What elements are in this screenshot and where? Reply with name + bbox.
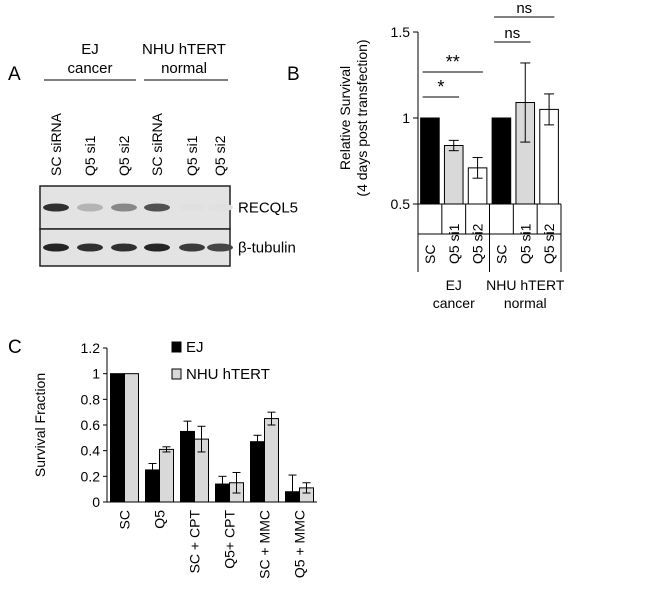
blot-protein-label: RECQL5 (238, 200, 298, 217)
y-tick-label: 1.2 (81, 340, 101, 356)
x-category-label: Q5 si1 (446, 223, 462, 264)
blot-band (111, 243, 137, 252)
bar (264, 418, 279, 503)
blot-group-label: NHU hTERT (142, 41, 226, 58)
blot-band (111, 203, 137, 212)
significance-label: ns (504, 25, 520, 42)
blot-protein-label: β-tubulin (238, 240, 296, 257)
legend-label: NHU hTERT (186, 366, 270, 383)
y-tick-label: 1 (92, 366, 100, 382)
blot-group-label: normal (161, 60, 207, 77)
x-category-label: Q5 si2 (470, 223, 486, 264)
blot-lane-label: Q5 si1 (184, 135, 200, 176)
y-tick-label: 0 (92, 494, 100, 510)
x-category-label: SC (117, 510, 133, 529)
x-category-label: SC + MMC (257, 510, 273, 579)
blot-band (144, 243, 170, 252)
x-group-label: normal (504, 295, 547, 311)
y-axis-label: Survival Fraction (32, 373, 48, 477)
blot-group-label: EJ (81, 41, 99, 58)
bar (443, 145, 464, 205)
x-group-label: EJ (446, 277, 462, 293)
bar (124, 373, 139, 503)
relative-survival-chart: 0.5 1 1.5 Relative Survival (4 days post tra… (337, 0, 565, 311)
blot-band (179, 203, 205, 212)
y-tick-label: 0.8 (81, 391, 101, 407)
x-group-label: cancer (433, 295, 475, 311)
legend-swatch (171, 341, 182, 353)
survival-fraction-chart: 0 0.2 0.4 0.6 0.8 1 1.2 Survival Fraction SC Q5 SC… (32, 339, 317, 579)
x-category-label: Q5 si2 (541, 223, 557, 264)
blot-band (179, 243, 205, 252)
blot-lane-label: SC siRNA (48, 112, 64, 176)
y-tick-label: 0.4 (81, 443, 101, 459)
bar (250, 441, 265, 503)
y-axis-label: Relative Survival (337, 66, 353, 170)
legend-swatch (171, 368, 182, 380)
y-tick-label: 0.2 (81, 468, 101, 484)
western-blot-panel: EJ cancer NHU hTERT normal SC siRNA Q5 si1 Q5 … (39, 41, 298, 267)
x-category-label: Q5 + MMC (292, 510, 308, 578)
blot-band (207, 243, 233, 252)
bar (110, 373, 125, 503)
significance-label: * (437, 77, 444, 97)
bar (159, 448, 174, 503)
y-tick-label: 1.5 (391, 24, 411, 40)
panel-label-c: C (8, 337, 22, 358)
x-category-label: SC (422, 245, 438, 264)
y-tick-label: 0.5 (391, 196, 411, 212)
x-group-label: NHU hTERT (486, 277, 565, 293)
blot-band (43, 203, 69, 212)
blot-lane-label: Q5 si1 (82, 135, 98, 176)
x-category-label: SC (493, 245, 509, 264)
x-category-label: SC + CPT (187, 510, 203, 574)
blot-lane-label: Q5 si2 (212, 135, 228, 176)
blot-band (207, 203, 233, 212)
x-category-label: Q5+ CPT (222, 510, 238, 569)
blot-lane-label: SC siRNA (149, 112, 165, 176)
bar (420, 117, 440, 205)
legend-label: EJ (186, 339, 204, 356)
x-category-label: Q5 (152, 510, 168, 529)
blot-band (77, 243, 103, 252)
panel-label-a: A (8, 64, 21, 85)
significance-label: ** (446, 52, 460, 72)
blot-lane-label: Q5 si2 (116, 135, 132, 176)
blot-band (77, 203, 103, 212)
significance-label: ns (516, 0, 532, 17)
blot-band (43, 243, 69, 252)
y-axis-label: (4 days post transfection) (354, 39, 370, 196)
bar (491, 117, 512, 205)
y-tick-label: 1 (402, 110, 410, 126)
x-category-label: Q5 si1 (517, 223, 533, 264)
blot-band (144, 203, 170, 212)
blot-group-label: cancer (67, 60, 112, 77)
y-tick-label: 0.6 (81, 417, 101, 433)
panel-label-b: B (287, 64, 300, 85)
